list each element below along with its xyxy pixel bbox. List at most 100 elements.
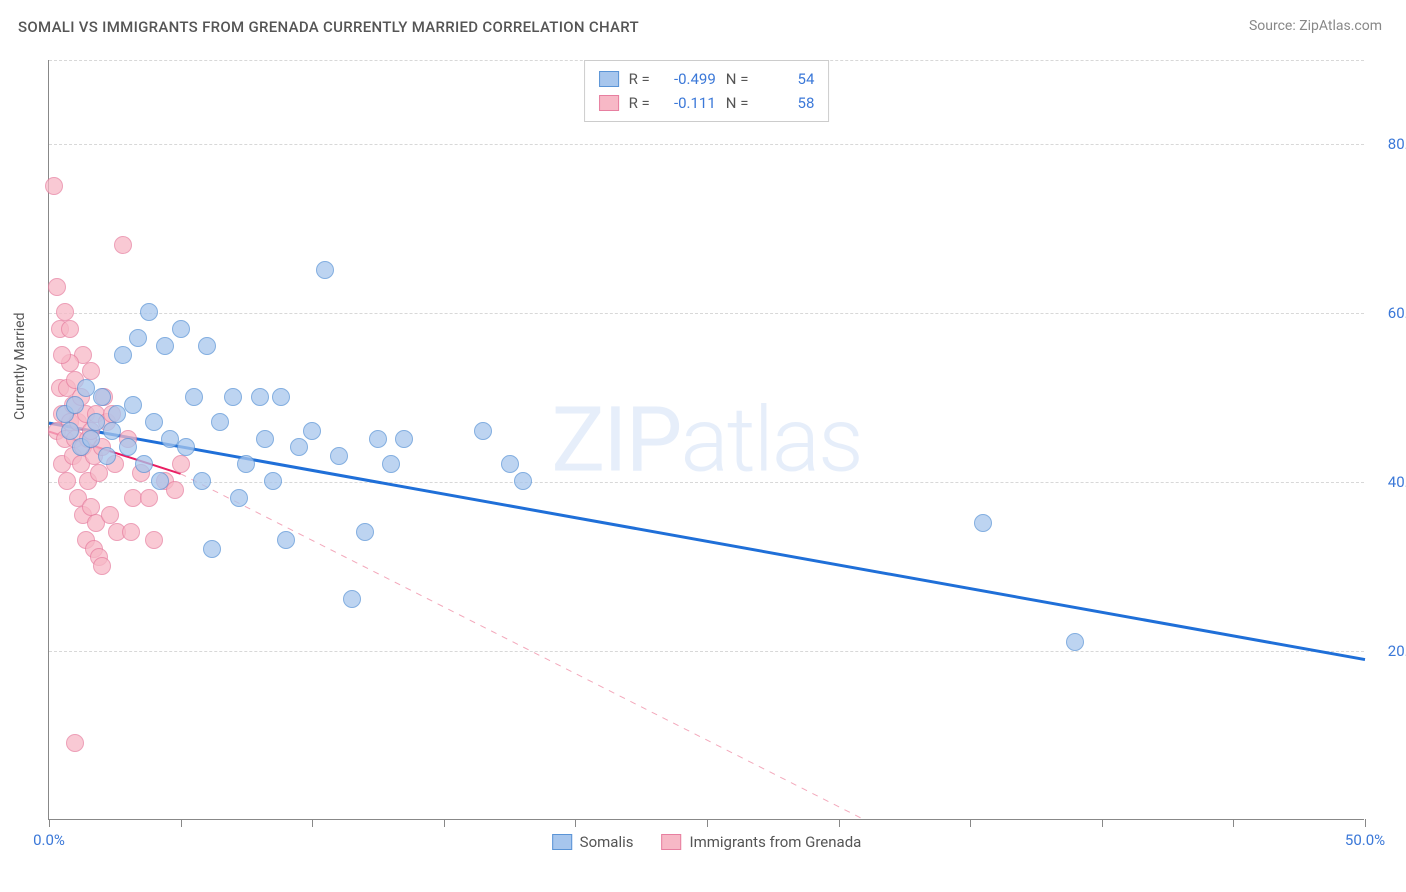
y-axis-label: Currently Married (12, 313, 28, 420)
x-tick-label: 0.0% (33, 831, 65, 849)
scatter-point-somalis (193, 472, 211, 490)
scatter-point-somalis (369, 430, 387, 448)
scatter-point-somalis (277, 531, 295, 549)
scatter-point-somalis (514, 472, 532, 490)
legend-row-somalis: R = -0.499 N = 54 (599, 67, 815, 91)
scatter-point-grenada (56, 303, 74, 321)
scatter-point-somalis (272, 388, 290, 406)
n-value-somalis: 54 (758, 67, 814, 91)
gridline (49, 651, 1364, 652)
scatter-point-somalis (343, 590, 361, 608)
gridline (49, 313, 1364, 314)
scatter-point-somalis (129, 329, 147, 347)
scatter-point-grenada (53, 346, 71, 364)
chart-title: SOMALI VS IMMIGRANTS FROM GRENADA CURREN… (18, 18, 639, 36)
watermark-light: atlas (680, 387, 861, 492)
scatter-point-somalis (256, 430, 274, 448)
chart-header: SOMALI VS IMMIGRANTS FROM GRENADA CURREN… (0, 0, 1406, 44)
swatch-somalis (599, 71, 619, 87)
x-tick (707, 819, 708, 827)
scatter-point-grenada (93, 557, 111, 575)
scatter-point-somalis (224, 388, 242, 406)
x-tick (312, 819, 313, 827)
r-label: R = (629, 91, 650, 115)
legend-item-grenada: Immigrants from Grenada (661, 833, 861, 851)
chart-source: Source: ZipAtlas.com (1249, 18, 1382, 34)
x-tick (839, 819, 840, 827)
scatter-point-somalis (185, 388, 203, 406)
scatter-point-grenada (82, 362, 100, 380)
scatter-point-somalis (264, 472, 282, 490)
x-tick-label: 50.0% (1345, 831, 1385, 849)
x-tick (49, 819, 50, 827)
scatter-point-somalis (211, 413, 229, 431)
scatter-point-grenada (166, 481, 184, 499)
scatter-point-grenada (145, 531, 163, 549)
scatter-point-grenada (82, 498, 100, 516)
r-label: R = (629, 67, 650, 91)
scatter-point-grenada (101, 506, 119, 524)
correlation-legend: R = -0.499 N = 54 R = -0.111 N = 58 (584, 60, 830, 122)
scatter-point-somalis (82, 430, 100, 448)
swatch-grenada (599, 95, 619, 111)
scatter-point-somalis (251, 388, 269, 406)
scatter-point-grenada (58, 472, 76, 490)
scatter-point-somalis (93, 388, 111, 406)
x-tick (575, 819, 576, 827)
scatter-point-somalis (145, 413, 163, 431)
scatter-point-somalis (198, 337, 216, 355)
scatter-point-grenada (48, 278, 66, 296)
scatter-point-somalis (119, 438, 137, 456)
legend-item-somalis: Somalis (552, 833, 634, 851)
trend-line (181, 474, 865, 820)
scatter-point-somalis (237, 455, 255, 473)
legend-label-grenada: Immigrants from Grenada (689, 833, 861, 851)
n-value-grenada: 58 (758, 91, 814, 115)
scatter-point-grenada (61, 320, 79, 338)
scatter-point-somalis (382, 455, 400, 473)
r-value-grenada: -0.111 (660, 91, 716, 115)
scatter-point-somalis (124, 396, 142, 414)
n-label: N = (726, 91, 749, 115)
y-tick-label: 40.0% (1388, 473, 1406, 491)
scatter-point-somalis (203, 540, 221, 558)
swatch-somalis-icon (552, 834, 572, 850)
scatter-point-somalis (66, 396, 84, 414)
scatter-point-grenada (172, 455, 190, 473)
x-tick (181, 819, 182, 827)
y-tick-label: 60.0% (1388, 304, 1406, 322)
chart-plot-area: ZIPatlas 20.0%40.0%60.0%80.0% 0.0%50.0% … (48, 60, 1364, 820)
x-tick (1102, 819, 1103, 827)
scatter-point-somalis (98, 447, 116, 465)
scatter-point-somalis (61, 422, 79, 440)
scatter-point-somalis (974, 514, 992, 532)
scatter-point-somalis (172, 320, 190, 338)
scatter-point-somalis (156, 337, 174, 355)
trend-lines (49, 60, 1364, 819)
scatter-point-somalis (356, 523, 374, 541)
scatter-point-grenada (45, 177, 63, 195)
scatter-point-somalis (114, 346, 132, 364)
x-tick (970, 819, 971, 827)
x-tick (1233, 819, 1234, 827)
x-tick (444, 819, 445, 827)
gridline (49, 144, 1364, 145)
scatter-point-somalis (303, 422, 321, 440)
r-value-somalis: -0.499 (660, 67, 716, 91)
watermark: ZIPatlas (551, 387, 861, 492)
watermark-strong: ZIP (551, 387, 680, 492)
scatter-point-somalis (140, 303, 158, 321)
n-label: N = (726, 67, 749, 91)
gridline (49, 482, 1364, 483)
scatter-point-grenada (122, 523, 140, 541)
y-tick-label: 20.0% (1388, 642, 1406, 660)
scatter-point-somalis (230, 489, 248, 507)
legend-row-grenada: R = -0.111 N = 58 (599, 91, 815, 115)
scatter-point-grenada (114, 236, 132, 254)
series-legend: Somalis Immigrants from Grenada (552, 833, 862, 851)
scatter-point-somalis (316, 261, 334, 279)
scatter-point-somalis (1066, 633, 1084, 651)
scatter-point-somalis (103, 422, 121, 440)
scatter-point-somalis (330, 447, 348, 465)
scatter-point-somalis (395, 430, 413, 448)
